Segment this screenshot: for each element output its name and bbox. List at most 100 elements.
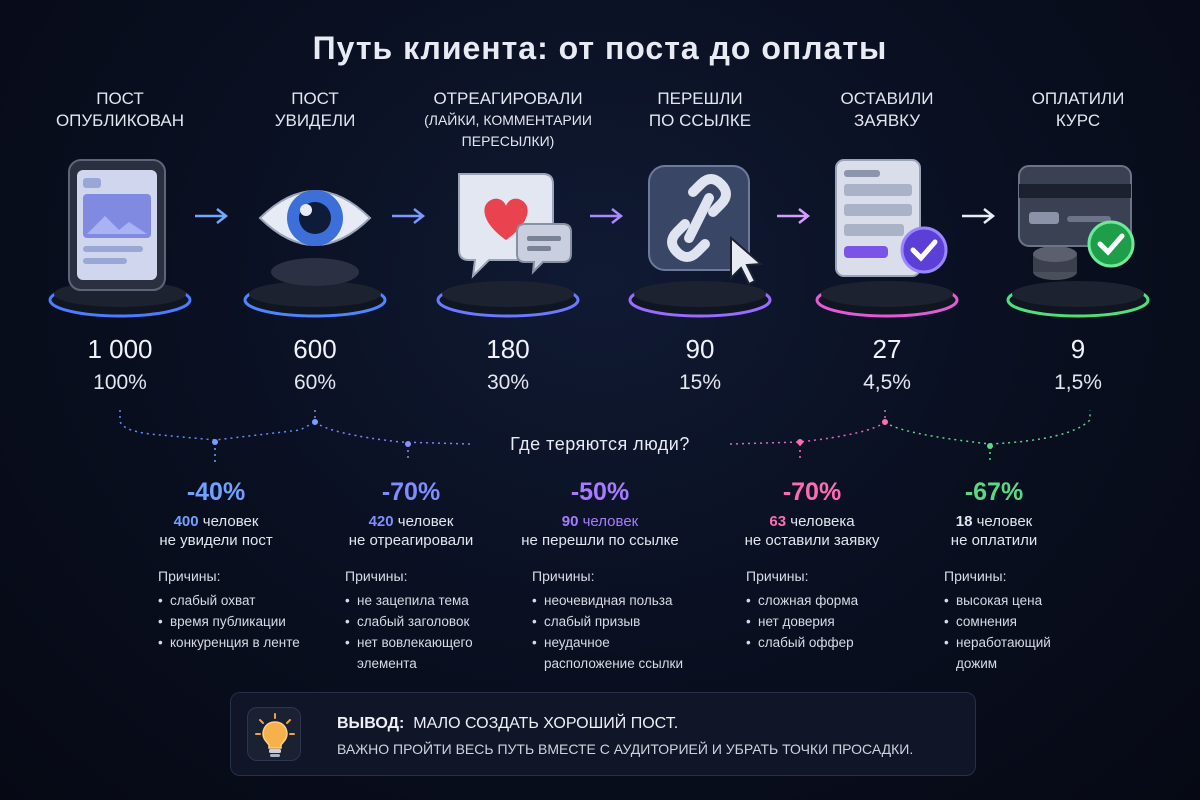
loss-block: -40% 400 человек не увидели пост [116, 478, 316, 549]
reason-item: слабый охват [158, 590, 358, 611]
loss-percent: -40% [186, 478, 246, 506]
reasons-list: Причины: высокая цена сомнения неработаю… [944, 568, 1144, 674]
stage-label-line1: Оставили [840, 89, 934, 108]
loss-description: не отреагировали [348, 532, 474, 549]
reason-item: неудачное расположение ссылки [532, 632, 702, 674]
stage-label-line2: по ссылке [648, 111, 752, 130]
heart-chat-icon [413, 154, 603, 324]
loss-block: -70% 63 человека не оставили заявку [712, 478, 912, 549]
loss-block: -70% 420 человек не отреагировали [311, 478, 511, 549]
loss-count: 90 [561, 513, 579, 530]
loss-unit: человека [786, 513, 855, 530]
stage-label-line1: Перешли [657, 89, 743, 108]
conclusion-subtext: Важно пройти весь путь вместе с аудитори… [337, 741, 914, 757]
reasons-title: Причины: [345, 568, 408, 584]
stage-label-line1: Отреагировали [433, 89, 583, 108]
stage-reacted: Отреагировали (лайки, комментарии пересылк… [413, 88, 603, 418]
reasons-title: Причины: [158, 568, 221, 584]
reason-item: слабый оффер [746, 632, 946, 653]
loss-unit: человек [578, 513, 639, 530]
stage-label-line2: опубликован [55, 111, 185, 130]
loss-connector-lines [119, 410, 1091, 462]
stage-count: 90 [685, 334, 715, 364]
reason-item: неработающий дожим [944, 632, 1064, 674]
loss-unit: человек [198, 513, 259, 530]
stage-clicked-link: Перешли по ссылке 90 15% [605, 88, 795, 418]
arrow-right-icon [195, 208, 229, 224]
reason-item: не зацепила тема [345, 590, 545, 611]
loss-block: -50% 90 человек не перешли по ссылке [500, 478, 700, 549]
loss-unit: человек [972, 513, 1033, 530]
stage-label-line1: Оплатили [1031, 89, 1125, 108]
conclusion-box: Вывод: мало создать хороший пост. Важно … [230, 692, 976, 776]
loss-percent: -67% [964, 478, 1024, 506]
loss-description: не оставили заявку [744, 532, 880, 549]
lightbulb-icon [247, 707, 301, 761]
stage-label-line2: (лайки, комментарии [424, 112, 592, 128]
stage-left-request: Оставили заявку 27 4,5% [792, 88, 982, 418]
loss-count: 420 [368, 513, 394, 530]
stage-count: 27 [872, 334, 902, 364]
card-check-icon [983, 154, 1173, 324]
losses-question: Где теряются люди? [510, 434, 690, 454]
stage-paid: Оплатили курс 9 1,5% [983, 88, 1173, 418]
stage-label-line1: Пост [96, 89, 144, 108]
stage-percent: 15% [678, 371, 722, 394]
reason-item: время публикации [158, 611, 358, 632]
reason-item: нет доверия [746, 611, 946, 632]
stage-percent: 1,5% [1054, 371, 1102, 394]
stage-percent: 100% [93, 371, 147, 394]
arrow-right-icon [392, 208, 426, 224]
link-cursor-icon [605, 154, 795, 324]
loss-percent: -70% [782, 478, 842, 506]
reasons-list: Причины: неочевидная польза слабый призы… [532, 568, 732, 674]
stage-percent: 60% [293, 371, 337, 394]
stage-count: 1 000 [87, 334, 153, 364]
stage-label-line1: Пост [291, 89, 339, 108]
loss-description: не оплатили [950, 532, 1038, 549]
stage-count: 600 [293, 334, 337, 364]
reasons-title: Причины: [746, 568, 809, 584]
loss-block: -67% 18 человек не оплатили [894, 478, 1094, 549]
reasons-title: Причины: [944, 568, 1007, 584]
conclusion-heading: Вывод: [337, 715, 405, 732]
arrow-right-icon [962, 208, 996, 224]
reason-item: слабый заголовок [345, 611, 545, 632]
loss-unit: человек [393, 513, 454, 530]
stage-count: 9 [1070, 334, 1086, 364]
conclusion-text: мало создать хороший пост. [413, 715, 679, 732]
loss-count: 400 [173, 513, 199, 530]
loss-percent: -70% [381, 478, 441, 506]
stage-published: Пост опубликован 1 000 100% [25, 88, 215, 418]
stage-label-line2: курс [1055, 111, 1101, 130]
phone-post-icon [25, 154, 215, 324]
arrow-right-icon [590, 208, 624, 224]
loss-description: не увидели пост [159, 532, 273, 549]
eye-icon [220, 154, 410, 324]
reason-item: конкуренция в ленте [158, 632, 358, 653]
reason-item: высокая цена [944, 590, 1144, 611]
reason-item: неочевидная польза [532, 590, 732, 611]
stage-percent: 30% [486, 371, 530, 394]
reason-item: сложная форма [746, 590, 946, 611]
reasons-title: Причины: [532, 568, 595, 584]
stage-seen: Пост увидели 600 60% [220, 88, 410, 418]
stage-label-line3: пересылки) [461, 133, 555, 149]
form-check-icon [792, 154, 982, 324]
stage-label-line2: заявку [853, 111, 921, 130]
reasons-list: Причины: не зацепила тема слабый заголов… [345, 568, 545, 674]
page-title: Путь клиента: от поста до оплаты [312, 30, 888, 66]
reasons-list: Причины: сложная форма нет доверия слабы… [746, 568, 946, 653]
reason-item: сомнения [944, 611, 1144, 632]
stage-count: 180 [486, 334, 530, 364]
reason-item: нет вовлекающего элемента [345, 632, 485, 674]
reasons-list: Причины: слабый охват время публикации к… [158, 568, 358, 653]
loss-count: 18 [955, 513, 973, 530]
loss-percent: -50% [570, 478, 630, 506]
stage-label-line2: увидели [274, 111, 356, 130]
stage-percent: 4,5% [863, 371, 911, 394]
reason-item: слабый призыв [532, 611, 732, 632]
loss-count: 63 [769, 513, 787, 530]
loss-description: не перешли по ссылке [521, 532, 679, 549]
arrow-right-icon [777, 208, 811, 224]
